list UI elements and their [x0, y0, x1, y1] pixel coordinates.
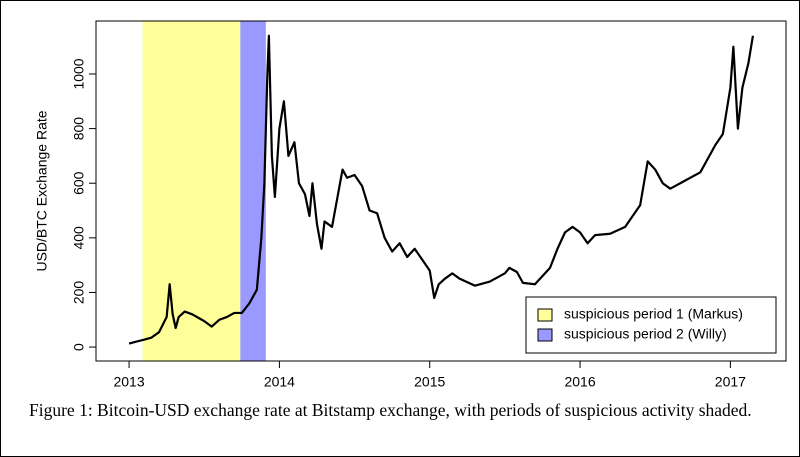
- legend-swatch: [537, 308, 553, 322]
- chart: 0 200 400 600 800 1000 2013 2014 2015 2016 2017 USD…: [34, 20, 787, 390]
- y-tick-label: 200: [71, 281, 87, 305]
- legend-label: suspicious period 1 (Markus): [564, 306, 743, 322]
- price-line: [128, 34, 755, 345]
- y-axis-label: USD/BTC Exchange Rate: [34, 110, 50, 271]
- y-tick-label: 400: [71, 226, 87, 250]
- x-tick-label: 2015: [414, 374, 445, 390]
- y-tick-label: 0: [71, 343, 87, 351]
- plot-frame: [95, 20, 787, 362]
- y-tick-label: 800: [71, 117, 87, 141]
- x-tick-label: 2013: [113, 374, 144, 390]
- x-tick-label: 2014: [264, 374, 295, 390]
- legend-swatch: [537, 328, 553, 342]
- y-tick-label: 1000: [71, 58, 87, 89]
- x-tick-label: 2016: [564, 374, 595, 390]
- legend-box: [525, 296, 777, 354]
- shaded-period: [142, 21, 241, 361]
- shaded-period: [240, 21, 266, 361]
- y-tick-label: 600: [71, 171, 87, 195]
- caption: Figure 1: Bitcoin-USD exchange rate at B…: [29, 400, 752, 420]
- legend-label: suspicious period 2 (Willy): [564, 326, 727, 342]
- x-tick-label: 2017: [715, 374, 746, 390]
